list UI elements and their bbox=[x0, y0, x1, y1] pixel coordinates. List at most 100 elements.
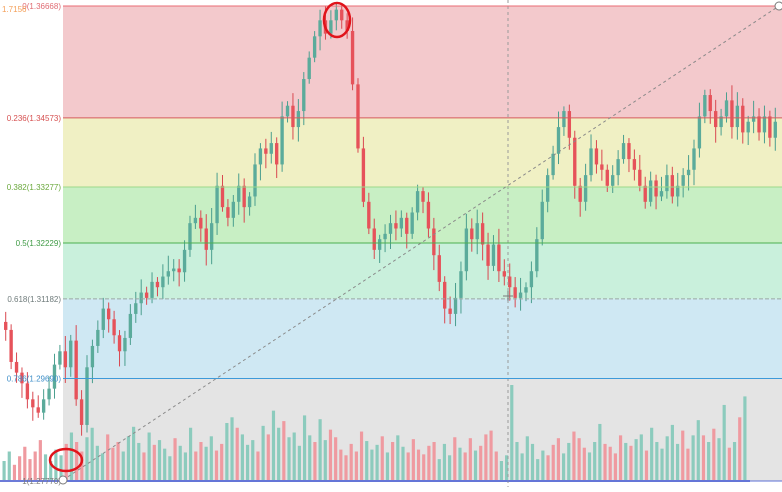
volume-bar bbox=[334, 437, 338, 480]
volume-bar bbox=[209, 436, 213, 480]
volume-bar bbox=[650, 427, 654, 480]
candle-body bbox=[578, 185, 582, 202]
candle-body bbox=[751, 116, 756, 122]
candle-body bbox=[529, 271, 534, 288]
candle-body bbox=[730, 100, 734, 128]
candle-body bbox=[161, 276, 165, 288]
fib-band-0-618 bbox=[63, 298, 782, 379]
candle-body bbox=[768, 116, 772, 138]
volume-bar bbox=[422, 454, 426, 480]
volume-bar bbox=[245, 444, 250, 480]
candle-body bbox=[226, 207, 230, 218]
volume-bar bbox=[701, 435, 706, 480]
volume-bar bbox=[240, 434, 244, 480]
candle-body bbox=[573, 137, 577, 186]
volume-bar bbox=[318, 419, 322, 480]
candle-body bbox=[231, 201, 236, 218]
candle-body bbox=[307, 57, 311, 80]
volume-bar bbox=[427, 445, 431, 480]
candle-body bbox=[31, 399, 35, 408]
volume-bar bbox=[406, 452, 410, 480]
candle-body bbox=[421, 191, 425, 202]
candle-body bbox=[74, 340, 78, 400]
candle-body bbox=[20, 372, 24, 384]
volume-bar bbox=[577, 438, 581, 480]
volume-bar bbox=[33, 451, 37, 480]
volume-bar bbox=[282, 421, 286, 480]
volume-bar bbox=[686, 448, 690, 480]
candle-body bbox=[388, 223, 393, 234]
candle-body bbox=[123, 337, 127, 352]
candle-body bbox=[63, 351, 68, 368]
candle-body bbox=[155, 281, 160, 288]
candle-body bbox=[448, 308, 452, 314]
volume-bar bbox=[292, 432, 296, 480]
candle-body bbox=[215, 185, 219, 224]
volume-bar bbox=[328, 429, 333, 480]
volume-bar bbox=[251, 440, 255, 480]
candle-body bbox=[394, 223, 398, 229]
volume-bar bbox=[380, 436, 384, 480]
candle-body bbox=[562, 111, 566, 128]
fib-level-label-0-382: 0.382(1.33277) bbox=[7, 183, 62, 192]
volume-bar bbox=[582, 447, 586, 480]
candle-body bbox=[329, 20, 333, 34]
candle-body bbox=[253, 164, 257, 197]
volume-bar bbox=[458, 447, 462, 480]
candle-body bbox=[551, 153, 555, 176]
candle-body bbox=[345, 20, 349, 31]
candle-body bbox=[150, 281, 154, 298]
candle-body bbox=[589, 148, 593, 176]
volume-bar bbox=[691, 435, 695, 480]
volume-bar bbox=[598, 423, 602, 480]
trend-start-handle[interactable] bbox=[58, 475, 68, 485]
candle-body bbox=[692, 148, 696, 170]
candle-body bbox=[703, 95, 707, 117]
volume-bar bbox=[183, 452, 187, 480]
candle-body bbox=[69, 340, 73, 368]
candle-body bbox=[410, 212, 414, 234]
candle-body bbox=[269, 143, 273, 154]
volume-bar bbox=[525, 436, 529, 480]
candle-body bbox=[193, 217, 198, 224]
fib-level-label-1: 1(1.27770) bbox=[22, 477, 61, 486]
volume-bar bbox=[132, 426, 136, 480]
annotations bbox=[48, 1, 782, 485]
candle-body bbox=[741, 105, 745, 133]
volume-bar bbox=[717, 438, 721, 480]
volume-bar bbox=[468, 438, 472, 480]
candle-body bbox=[204, 228, 208, 250]
volume-bar bbox=[54, 449, 58, 480]
candle-body bbox=[367, 201, 371, 229]
trend-end-handle[interactable] bbox=[774, 1, 782, 11]
fib-band-0 bbox=[63, 6, 782, 118]
candles bbox=[4, 2, 777, 436]
volume-bar bbox=[23, 446, 27, 480]
volume-bar bbox=[644, 450, 649, 480]
volume-bar bbox=[12, 464, 17, 480]
volume-bar bbox=[629, 445, 633, 480]
candle-body bbox=[648, 180, 653, 202]
fib-level-label-0-5: 0.5(1.32229) bbox=[16, 239, 62, 248]
candle-body bbox=[199, 217, 203, 229]
volume-bar bbox=[95, 445, 99, 480]
volume-bar bbox=[608, 446, 612, 480]
fib-level-label-0-236: 0.236(1.34573) bbox=[7, 114, 62, 123]
volume-bar bbox=[214, 450, 219, 480]
fib-trend-line[interactable] bbox=[62, 5, 780, 481]
volume-bar bbox=[448, 455, 452, 480]
volume-bar bbox=[194, 451, 198, 480]
candle-body bbox=[117, 335, 122, 352]
candle-body bbox=[383, 233, 387, 240]
volume-bar bbox=[479, 445, 483, 480]
volume-bar bbox=[225, 423, 229, 480]
volume-bar bbox=[437, 459, 441, 480]
volume-bar bbox=[277, 427, 281, 480]
volume-bar bbox=[416, 449, 421, 480]
volume-bar bbox=[152, 444, 156, 480]
candle-body bbox=[681, 175, 685, 186]
candle-body bbox=[96, 329, 100, 346]
candle-body bbox=[524, 287, 528, 293]
